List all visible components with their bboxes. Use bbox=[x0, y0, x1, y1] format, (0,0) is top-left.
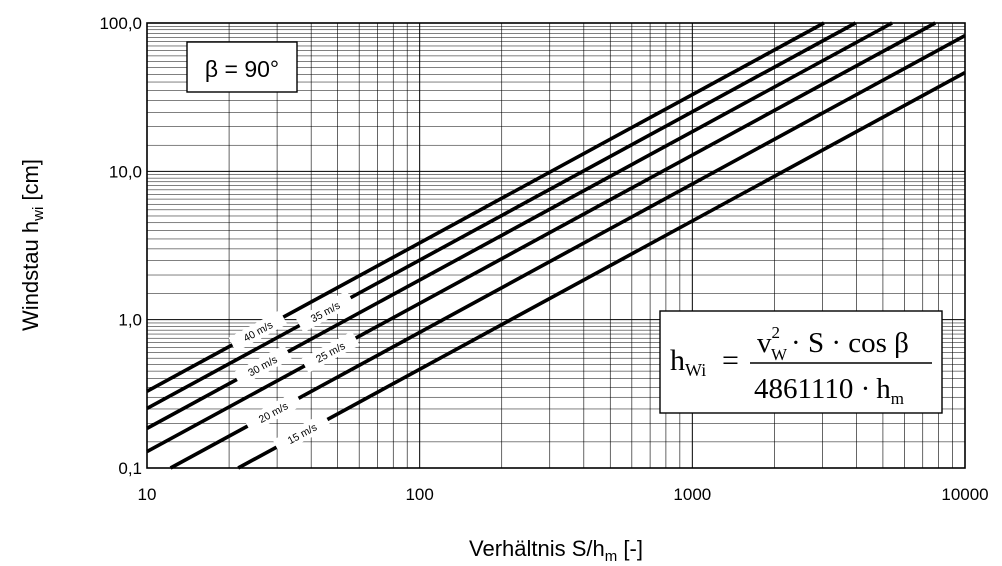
svg-text:Windstau hwi [cm]: Windstau hwi [cm] bbox=[18, 159, 47, 331]
x-tick-label: 1000 bbox=[673, 485, 711, 504]
formula-box: hWi = v2 W · S · cos β 4861110 · hm bbox=[659, 310, 943, 414]
formula-num-sup: 2 bbox=[772, 323, 781, 342]
angle-box: β = 90° bbox=[186, 41, 298, 93]
y-tick-label: 100,0 bbox=[99, 14, 142, 33]
series-line-20 bbox=[169, 33, 966, 470]
x-tick-label: 100 bbox=[405, 485, 433, 504]
tick-labels: 10 100 1000 10000 0,1 1,0 10,0 100,0 bbox=[99, 14, 988, 504]
angle-label: β = 90° bbox=[205, 56, 279, 82]
y-tick-label: 10,0 bbox=[109, 162, 142, 181]
x-tick-label: 10000 bbox=[941, 485, 988, 504]
y-axis-title-sub: wi bbox=[30, 207, 47, 222]
formula-num-sub: W bbox=[771, 345, 788, 364]
y-tick-label: 1,0 bbox=[118, 311, 142, 330]
x-axis-title-suffix: [-] bbox=[617, 536, 643, 561]
y-axis-title-suffix: [cm] bbox=[18, 159, 43, 207]
formula-lhs-sub: Wi bbox=[685, 360, 706, 380]
series-line-25 bbox=[146, 21, 937, 454]
plot-frame bbox=[146, 22, 966, 469]
formula-num-v: v bbox=[757, 327, 772, 359]
x-tick-label: 10 bbox=[138, 485, 157, 504]
y-tick-label: 0,1 bbox=[118, 459, 142, 478]
svg-text:4861110 ·hm: 4861110 · hm bbox=[754, 373, 904, 408]
svg-text:Verhältnis S/hm [-]: Verhältnis S/hm [-] bbox=[469, 536, 643, 565]
svg-text:hWi: hWi bbox=[670, 344, 706, 380]
series-line-15 bbox=[237, 71, 966, 470]
formula-eq: = bbox=[722, 344, 739, 377]
x-axis-title: Verhältnis S/h bbox=[469, 536, 605, 561]
svg-text:v2W· S · cos β: v2 W · S · cos β bbox=[757, 323, 909, 364]
formula-den-const: 4861110 · bbox=[754, 373, 870, 405]
formula-den-h: h bbox=[876, 373, 891, 405]
formula-lhs: h bbox=[670, 344, 685, 377]
series-line-35 bbox=[146, 21, 857, 411]
y-axis-title: Windstau h bbox=[18, 221, 43, 331]
x-axis-title-sub: m bbox=[605, 548, 618, 565]
formula-num-rest: · S · cos β bbox=[791, 327, 909, 359]
formula-den-sub: m bbox=[891, 389, 904, 408]
